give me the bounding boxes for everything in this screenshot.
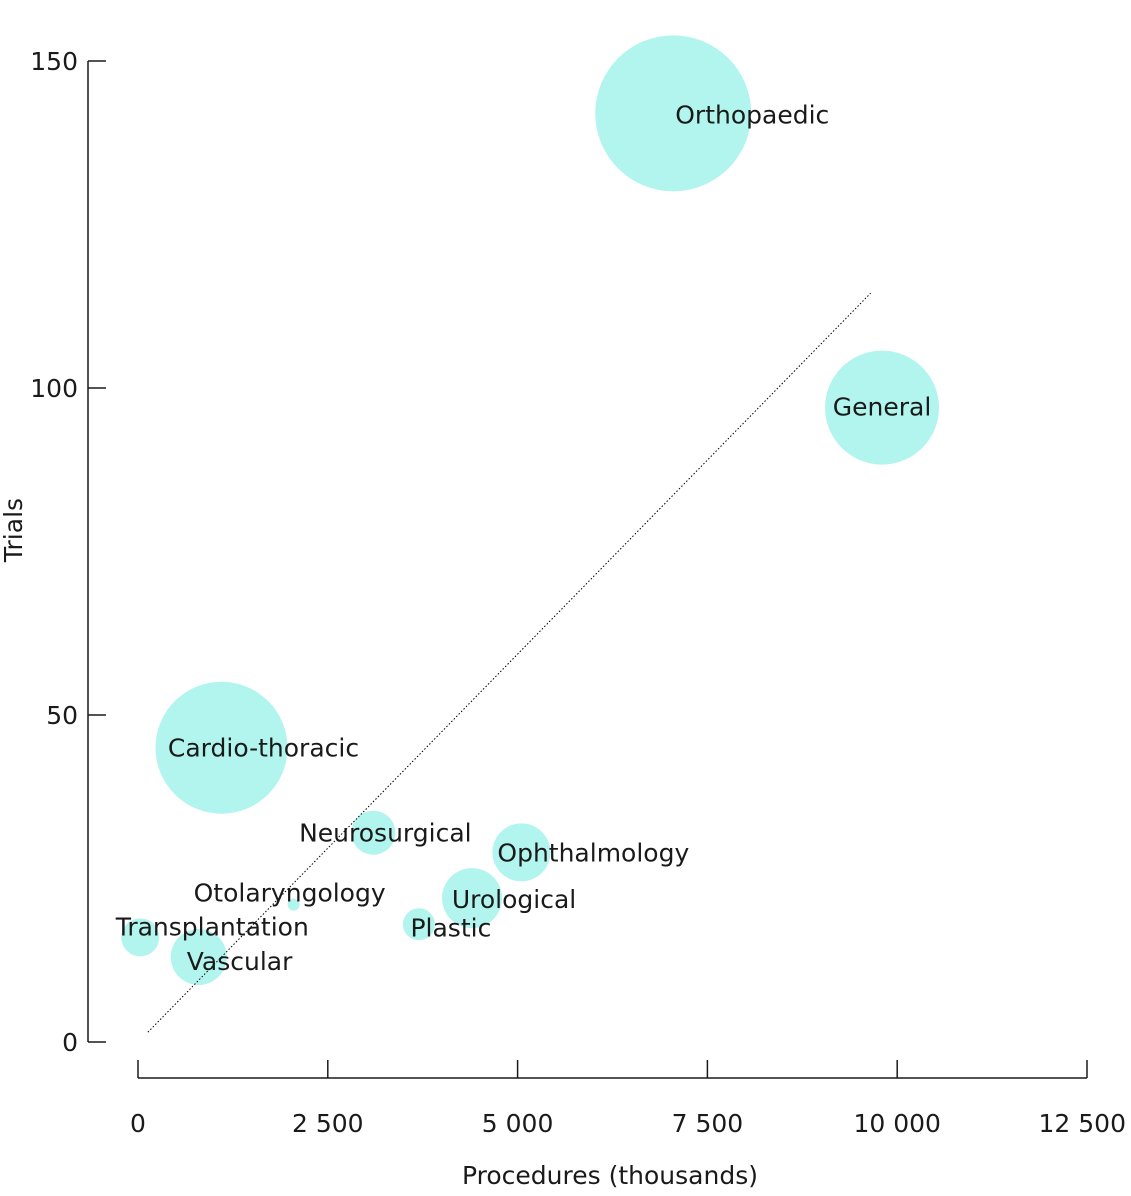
bubble-label-general: General	[833, 393, 932, 422]
bubble-urological	[442, 868, 503, 929]
y-axis-title: Trials	[0, 498, 28, 563]
bubble-label-transplantation: Transplantation	[115, 912, 309, 941]
y-tick-label: 50	[46, 701, 78, 730]
bubble-label-orthopaedic: Orthopaedic	[675, 100, 829, 129]
bubble-otolaryngology	[287, 898, 300, 911]
trend-line	[147, 292, 871, 1033]
bubble-neurosurgical	[351, 810, 396, 855]
bubble-general	[825, 350, 940, 465]
bubble-plastic	[402, 908, 435, 941]
x-tick-label: 12 500	[1039, 1109, 1126, 1138]
axes-layer: 0 50 100 150 0 2 500 5 000 7 500 10 000 12 500 Pro…	[0, 47, 1126, 1190]
bubble-cardio-thoracic	[155, 681, 288, 814]
bubble-ophthalmology	[492, 823, 551, 882]
bubble-label-ophthalmology: Ophthalmology	[497, 838, 689, 867]
bubble-label-cardio-thoracic: Cardio-thoracic	[168, 734, 359, 763]
bubble-label-vascular: Vascular	[187, 947, 293, 976]
y-tick-label: 0	[62, 1028, 78, 1057]
x-tick-label: 0	[130, 1109, 146, 1138]
bubble-label-neurosurgical: Neurosurgical	[299, 819, 472, 848]
y-tick-label: 150	[30, 47, 78, 76]
x-tick-label: 5 000	[482, 1109, 554, 1138]
y-tick-label: 100	[30, 374, 78, 403]
bubble-vascular	[170, 928, 227, 985]
labels-layer: Orthopaedic General Cardio-thoracic Neurosu…	[115, 100, 932, 976]
bubble-orthopaedic	[595, 35, 752, 192]
x-tick-label: 10 000	[853, 1109, 940, 1138]
x-axis-title: Procedures (thousands)	[462, 1161, 758, 1190]
bubble-label-plastic: Plastic	[410, 913, 491, 942]
bubble-label-otolaryngology: Otolaryngology	[194, 879, 386, 908]
bubbles-layer	[121, 35, 940, 985]
bubble-label-urological: Urological	[452, 885, 576, 914]
bubble-transplantation	[121, 918, 160, 957]
x-tick-label: 2 500	[292, 1109, 364, 1138]
trend-layer	[147, 292, 871, 1033]
x-tick-label: 7 500	[672, 1109, 744, 1138]
